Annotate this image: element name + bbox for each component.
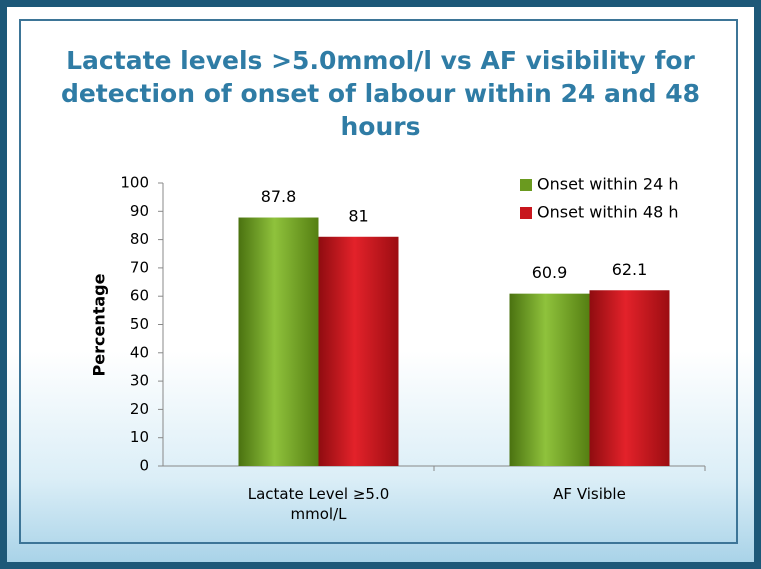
legend-swatch: [520, 179, 532, 191]
x-tick-label: Lactate Level ≥5.0 mmol/L: [247, 485, 390, 523]
chart-title: Lactate levels >5.0mmol/l vs AF visibili…: [60, 46, 701, 141]
x-tick-label: AF Visible: [553, 485, 626, 503]
y-tick-label: 80: [130, 230, 149, 248]
bar: [238, 217, 319, 466]
value-label: 62.1: [612, 260, 648, 279]
y-tick-label: 40: [130, 343, 149, 361]
y-tick-label: 20: [130, 400, 149, 418]
y-tick-label: 90: [130, 202, 149, 220]
value-label: 60.9: [532, 263, 568, 282]
y-tick-label: 10: [130, 428, 149, 446]
value-label: 81: [348, 206, 368, 225]
y-tick-label: 0: [139, 457, 149, 475]
legend-swatch: [520, 207, 532, 219]
legend-label: Onset within 48 h: [537, 203, 678, 222]
value-label: 87.8: [261, 187, 297, 206]
y-axis-label: Percentage: [90, 273, 109, 376]
slide-frame: [19, 19, 738, 544]
bar: [509, 293, 590, 466]
y-tick-label: 30: [130, 372, 149, 390]
y-tick-label: 60: [130, 287, 149, 305]
bar: [318, 236, 399, 466]
legend-label: Onset within 24 h: [537, 175, 678, 194]
y-tick-label: 70: [130, 258, 149, 276]
bar: [589, 290, 670, 466]
y-tick-label: 50: [130, 315, 149, 333]
y-tick-label: 100: [120, 174, 149, 192]
